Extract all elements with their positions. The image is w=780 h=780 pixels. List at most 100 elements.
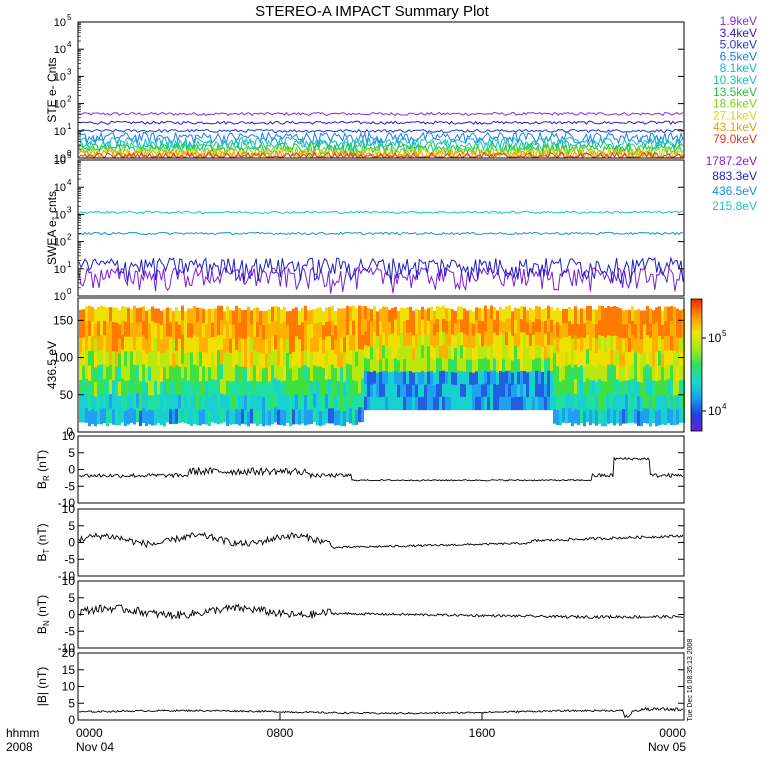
heatmap-cell: [562, 393, 565, 409]
heatmap-cell: [448, 346, 451, 360]
heatmap-cell: [235, 305, 238, 322]
ytick-label: -10: [58, 496, 76, 510]
heatmap-cell: [490, 344, 493, 359]
ste-series-line: [78, 135, 684, 151]
heatmap-cell: [316, 308, 319, 324]
heatmap-cell: [307, 381, 310, 397]
heatmap-cell: [589, 409, 592, 426]
heatmap-cell: [427, 333, 430, 347]
heatmap-cell: [643, 380, 646, 395]
heatmap-cell: [133, 335, 136, 351]
heatmap-cell: [205, 366, 208, 382]
heatmap-cell: [460, 345, 463, 359]
heatmap-cell: [472, 360, 475, 374]
heatmap-cell: [340, 308, 343, 324]
heatmap-cell: [640, 368, 643, 384]
heatmap-cell: [127, 380, 130, 396]
heatmap-cell: [109, 379, 112, 395]
xaxis-date-end: Nov 05: [648, 740, 686, 754]
heatmap-cell: [493, 396, 496, 411]
heatmap-cell: [139, 381, 142, 397]
heatmap-cell: [175, 350, 178, 366]
heatmap-cell: [679, 338, 682, 353]
heatmap-cell: [91, 336, 94, 352]
heatmap-cell: [532, 372, 535, 386]
heatmap-cell: [145, 339, 148, 355]
heatmap-cell: [166, 336, 169, 351]
heatmap-cell: [358, 305, 361, 321]
legend-entry: 13.5keV: [713, 85, 757, 99]
heatmap-cell: [559, 381, 562, 397]
heatmap-cell: [436, 332, 439, 346]
heatmap-cell: [265, 310, 268, 326]
heatmap-cell: [256, 307, 259, 323]
heatmap-cell: [634, 338, 637, 353]
heatmap-cell: [496, 372, 499, 386]
heatmap-cell: [292, 395, 295, 411]
heatmap-cell: [616, 364, 619, 380]
heatmap-cell: [88, 335, 91, 352]
heatmap-cell: [208, 396, 211, 412]
heatmap-cell: [148, 323, 151, 339]
heatmap-cell: [331, 393, 334, 409]
heatmap-cell: [265, 353, 268, 369]
heatmap-cell: [136, 336, 139, 352]
heatmap-cell: [517, 371, 520, 385]
heatmap-cell: [202, 351, 205, 367]
heatmap-cell: [127, 394, 130, 411]
heatmap-cell: [133, 409, 136, 425]
heatmap-cell: [631, 306, 634, 322]
heatmap-cell: [292, 322, 295, 338]
heatmap-cell: [544, 358, 547, 373]
heatmap-cell: [460, 306, 463, 321]
heatmap-cell: [601, 365, 604, 382]
heatmap-cell: [454, 310, 457, 324]
heatmap-cell: [403, 371, 406, 385]
heatmap-cell: [121, 378, 124, 394]
heatmap-cell: [301, 408, 304, 424]
heatmap-cell: [250, 324, 253, 340]
colorbar-exp: 4: [722, 402, 727, 411]
heatmap-cell: [520, 370, 523, 385]
heatmap-cell: [517, 308, 520, 322]
heatmap-cell: [466, 322, 469, 336]
heatmap-cell: [655, 396, 658, 412]
heatmap-cell: [133, 364, 136, 381]
heatmap-cell: [103, 408, 106, 424]
heatmap-cell: [502, 309, 505, 323]
heatmap-cell: [505, 370, 508, 385]
heatmap-cell: [484, 383, 487, 398]
heatmap-cell: [103, 349, 106, 366]
heatmap-cell: [604, 337, 607, 353]
heatmap-cell: [241, 395, 244, 410]
heatmap-cell: [394, 332, 397, 346]
heatmap-cell: [250, 380, 253, 396]
heatmap-cell: [136, 322, 139, 338]
heatmap-cell: [115, 308, 118, 324]
heatmap-cell: [508, 305, 511, 320]
heatmap-cell: [448, 308, 451, 322]
heatmap-cell: [271, 365, 274, 381]
heatmap-cell: [178, 324, 181, 340]
heatmap-cell: [634, 310, 637, 325]
heatmap-cell: [418, 335, 421, 348]
heatmap-cell: [355, 366, 358, 382]
heatmap-cell: [637, 396, 640, 412]
heatmap-cell: [232, 338, 235, 354]
ste-series-line: [78, 111, 684, 117]
heatmap-cell: [490, 318, 493, 333]
ytick-exp: 2: [67, 95, 72, 104]
heatmap-cell: [532, 334, 535, 348]
heatmap-cell: [136, 350, 139, 366]
heatmap-cell: [379, 384, 382, 398]
heatmap-cell: [145, 368, 148, 384]
heatmap-cell: [517, 346, 520, 360]
heatmap-cell: [373, 357, 376, 372]
heatmap-cell: [601, 320, 604, 337]
heatmap-cell: [442, 318, 445, 333]
heatmap-cell: [592, 394, 595, 410]
heatmap-cell: [208, 381, 211, 397]
heatmap-cell: [403, 308, 406, 322]
heatmap-cell: [538, 345, 541, 359]
heatmap-cell: [268, 352, 271, 368]
